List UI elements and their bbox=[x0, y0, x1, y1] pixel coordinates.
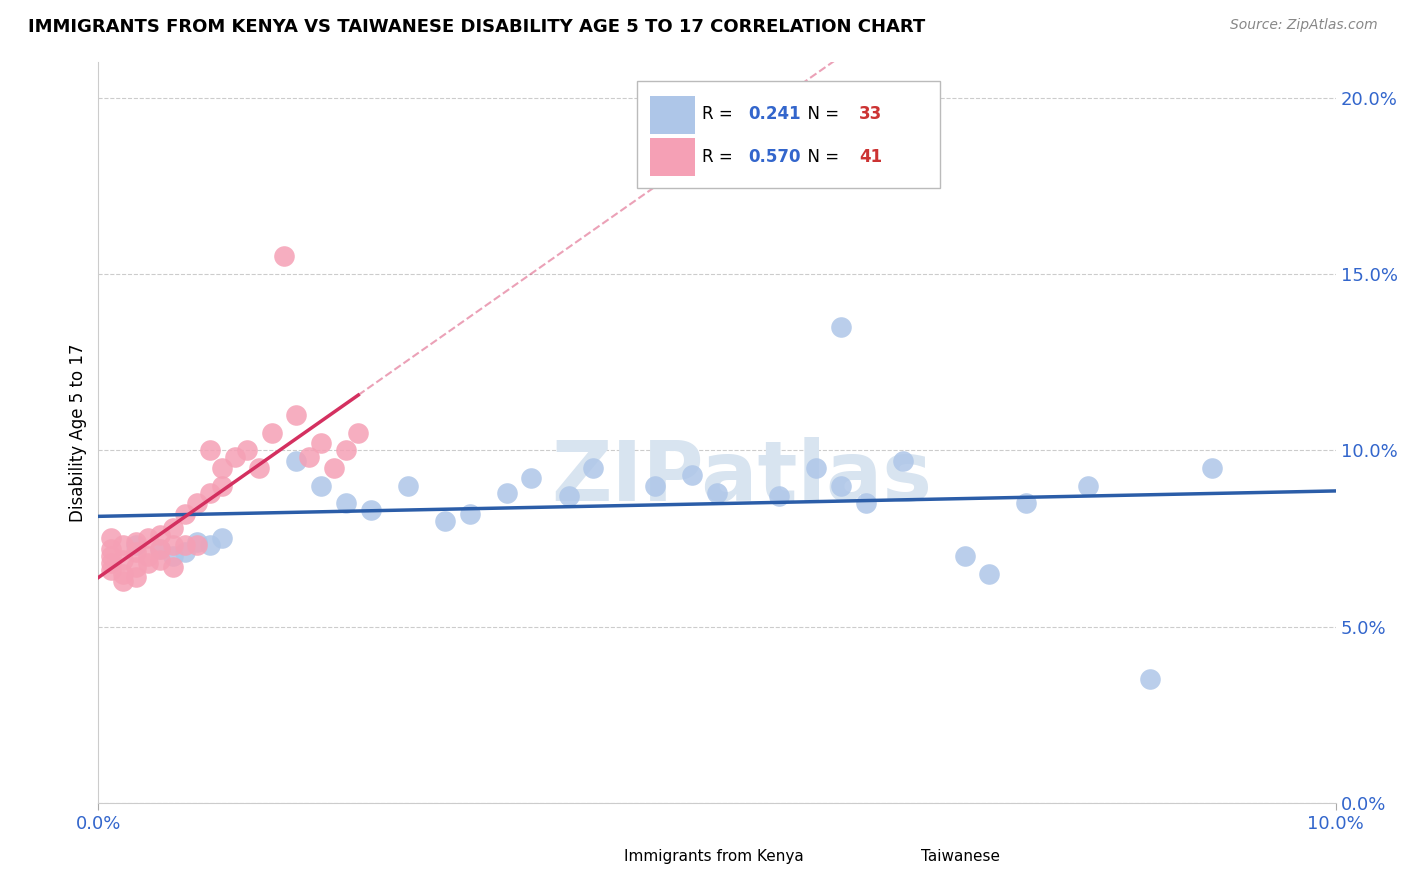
FancyBboxPatch shape bbox=[863, 841, 915, 872]
Point bbox=[100, 532, 122, 546]
Point bbox=[247, 461, 270, 475]
Point bbox=[149, 541, 172, 556]
Point bbox=[211, 461, 233, 475]
Point bbox=[1139, 673, 1161, 687]
Point bbox=[186, 496, 208, 510]
Text: IMMIGRANTS FROM KENYA VS TAIWANESE DISABILITY AGE 5 TO 17 CORRELATION CHART: IMMIGRANTS FROM KENYA VS TAIWANESE DISAB… bbox=[28, 18, 925, 36]
Text: Source: ZipAtlas.com: Source: ZipAtlas.com bbox=[1230, 18, 1378, 32]
Point bbox=[830, 478, 852, 492]
Point bbox=[322, 461, 344, 475]
Point bbox=[1077, 478, 1099, 492]
Point bbox=[112, 566, 135, 581]
Point bbox=[162, 559, 184, 574]
Point bbox=[198, 538, 221, 552]
Point bbox=[1201, 461, 1223, 475]
Point bbox=[979, 566, 1001, 581]
Point bbox=[830, 319, 852, 334]
Text: Immigrants from Kenya: Immigrants from Kenya bbox=[624, 849, 804, 864]
Point bbox=[360, 503, 382, 517]
Point bbox=[891, 454, 914, 468]
Point bbox=[136, 549, 159, 563]
Point bbox=[309, 478, 332, 492]
Point bbox=[224, 450, 246, 465]
Point bbox=[174, 507, 197, 521]
Point bbox=[100, 541, 122, 556]
Point bbox=[124, 570, 146, 584]
Point bbox=[198, 485, 221, 500]
Point bbox=[273, 249, 295, 263]
Point bbox=[347, 425, 370, 440]
FancyBboxPatch shape bbox=[650, 138, 695, 177]
Point bbox=[186, 535, 208, 549]
Point bbox=[495, 485, 517, 500]
Point bbox=[1015, 496, 1038, 510]
Point bbox=[855, 496, 877, 510]
Point bbox=[174, 538, 197, 552]
Point bbox=[136, 556, 159, 570]
Point bbox=[162, 521, 184, 535]
Point bbox=[433, 514, 456, 528]
Point bbox=[285, 408, 308, 422]
Point bbox=[124, 545, 146, 559]
Point bbox=[458, 507, 481, 521]
Point bbox=[953, 549, 976, 563]
Point bbox=[100, 549, 122, 563]
Point bbox=[582, 461, 605, 475]
Point bbox=[396, 478, 419, 492]
Text: 33: 33 bbox=[859, 105, 883, 123]
Text: R =: R = bbox=[702, 148, 738, 166]
Point bbox=[198, 443, 221, 458]
Point bbox=[706, 485, 728, 500]
Text: 0.241: 0.241 bbox=[748, 105, 800, 123]
Point bbox=[186, 538, 208, 552]
Point bbox=[112, 552, 135, 566]
Point bbox=[149, 552, 172, 566]
Point bbox=[211, 532, 233, 546]
FancyBboxPatch shape bbox=[637, 81, 939, 188]
Point bbox=[112, 574, 135, 588]
Point bbox=[520, 471, 543, 485]
Point bbox=[681, 467, 703, 482]
Text: R =: R = bbox=[702, 105, 738, 123]
Point bbox=[149, 541, 172, 556]
Y-axis label: Disability Age 5 to 17: Disability Age 5 to 17 bbox=[69, 343, 87, 522]
Point bbox=[100, 563, 122, 577]
Point bbox=[124, 535, 146, 549]
Point bbox=[557, 489, 579, 503]
Point bbox=[804, 461, 827, 475]
Point bbox=[298, 450, 321, 465]
Text: 41: 41 bbox=[859, 148, 883, 166]
FancyBboxPatch shape bbox=[567, 841, 619, 872]
Point bbox=[260, 425, 283, 440]
Point bbox=[174, 545, 197, 559]
Point bbox=[768, 489, 790, 503]
Point bbox=[644, 478, 666, 492]
Text: ZIPatlas: ZIPatlas bbox=[551, 436, 932, 517]
Point bbox=[236, 443, 259, 458]
Point bbox=[309, 436, 332, 450]
Text: N =: N = bbox=[797, 148, 845, 166]
Point bbox=[136, 532, 159, 546]
Point bbox=[335, 443, 357, 458]
Point bbox=[335, 496, 357, 510]
Point bbox=[124, 559, 146, 574]
Text: 0.570: 0.570 bbox=[748, 148, 800, 166]
Text: N =: N = bbox=[797, 105, 845, 123]
Point bbox=[112, 538, 135, 552]
Point bbox=[124, 538, 146, 552]
Text: Taiwanese: Taiwanese bbox=[921, 849, 1000, 864]
Point bbox=[285, 454, 308, 468]
FancyBboxPatch shape bbox=[650, 95, 695, 135]
Point bbox=[149, 528, 172, 542]
Point bbox=[162, 549, 184, 563]
Point bbox=[100, 556, 122, 570]
Point bbox=[211, 478, 233, 492]
Point bbox=[162, 538, 184, 552]
